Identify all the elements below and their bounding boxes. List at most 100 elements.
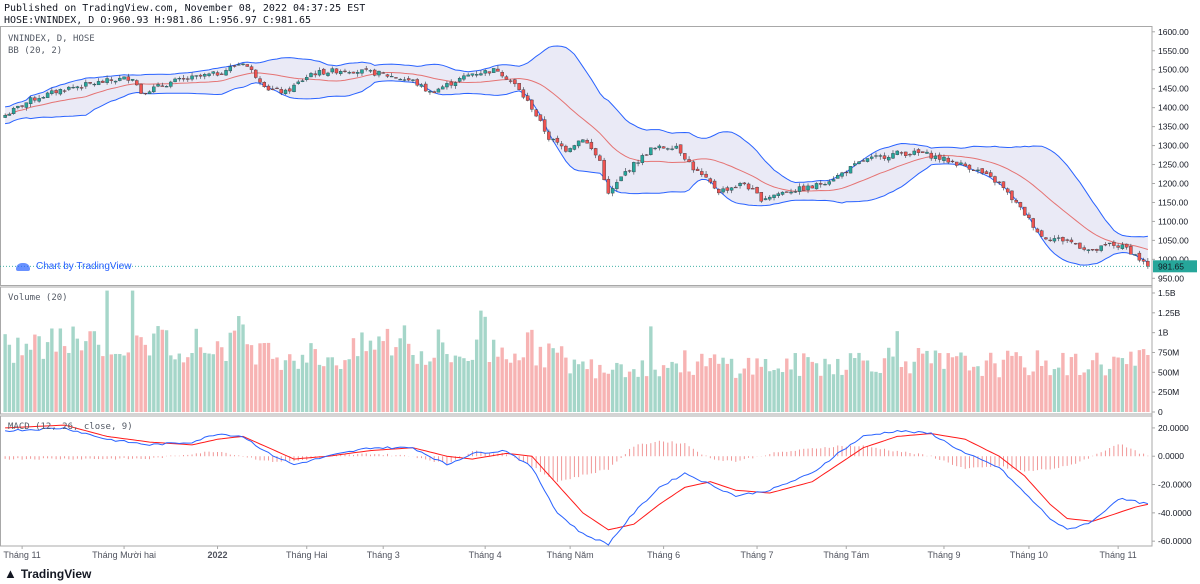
tradingview-watermark[interactable]: Chart by TradingView [16, 261, 131, 272]
candle [355, 71, 360, 74]
volume-bar [564, 357, 568, 412]
volume-bar [160, 329, 165, 412]
volume-bar [432, 357, 436, 412]
volume-bar [84, 341, 88, 412]
candle [283, 89, 288, 94]
candle [58, 89, 63, 95]
volume-bar [118, 354, 122, 412]
volume-bar [203, 352, 207, 412]
volume-bar [530, 329, 534, 412]
volume-bar [28, 349, 33, 412]
candle [929, 152, 933, 159]
volume-bar [1039, 365, 1044, 412]
candle [683, 153, 687, 160]
chart-canvas[interactable]: 1600.00 1550.00 1500.00 1450.00 1400.00 1350.… [0, 26, 1200, 564]
volume-bar [241, 324, 245, 412]
volume-bar [232, 330, 237, 412]
volume-bar [169, 355, 173, 412]
volume-bar [245, 344, 249, 412]
candle [534, 109, 538, 117]
candle [589, 141, 594, 150]
volume-bar [479, 310, 483, 412]
candle [220, 73, 224, 75]
volume-bar [390, 355, 394, 412]
volume-bar [976, 366, 980, 412]
candle [504, 76, 509, 80]
candle [542, 119, 547, 132]
candle [1018, 202, 1023, 208]
volume-bar [819, 375, 823, 412]
published-line: Published on TradingView.com, November 0… [4, 3, 366, 14]
volume-bar [462, 358, 466, 412]
volume-bar [615, 362, 619, 412]
volume-bar [309, 343, 313, 412]
watermark-text: Chart by TradingView [36, 261, 132, 272]
macd-tick-label: -40.0000 [1158, 508, 1192, 518]
candle [997, 181, 1001, 183]
volume-bar [1005, 350, 1010, 412]
volume-bar [738, 373, 742, 412]
candle [627, 170, 632, 172]
volume-bar [827, 364, 831, 412]
volume-bar [789, 369, 793, 412]
candle [585, 140, 589, 144]
volume-bar [71, 326, 75, 412]
candle [207, 73, 211, 76]
volume-bar [237, 316, 241, 412]
volume-bar [364, 351, 368, 412]
macd-pane[interactable] [0, 415, 1153, 547]
candle [840, 172, 844, 177]
candle [351, 71, 356, 74]
volume-bar [925, 350, 929, 412]
candle [211, 71, 216, 74]
time-tick-label: Tháng 3 [367, 550, 400, 560]
volume-bar [288, 354, 292, 412]
candle [988, 172, 993, 177]
volume-bar [1082, 372, 1086, 412]
volume-bar [381, 341, 385, 412]
volume-bar [1027, 375, 1031, 412]
volume-bar [279, 369, 283, 412]
candle [640, 155, 645, 163]
time-tick-label: Tháng 7 [741, 550, 774, 560]
time-tick-label: Tháng Tám [823, 550, 869, 560]
price-tick-label: 1450.00 [1158, 84, 1189, 94]
volume-bar [11, 362, 16, 412]
volume-bar [542, 367, 547, 412]
candle [661, 146, 666, 149]
candle [925, 151, 929, 154]
candle [993, 176, 997, 183]
candle [474, 74, 479, 76]
candle [1124, 243, 1129, 248]
candle [717, 189, 721, 194]
candle [228, 66, 233, 72]
volume-bar [1022, 367, 1027, 412]
volume-bar [122, 355, 126, 412]
candle [241, 63, 245, 65]
volume-tick-label: 250M [1158, 387, 1179, 397]
candle [891, 153, 895, 159]
candle [789, 191, 793, 194]
volume-bar [186, 357, 190, 412]
volume-bar [988, 352, 993, 412]
candle [1120, 244, 1125, 249]
macd-line [5, 426, 1149, 546]
candle [406, 78, 411, 81]
price-tick-label: 1550.00 [1158, 46, 1189, 56]
candle [1133, 254, 1137, 256]
volume-bar [1078, 375, 1082, 412]
volume-bar [632, 369, 636, 412]
tradingview-footer[interactable]: ▲ TradingView [4, 566, 91, 581]
candle [79, 87, 84, 89]
candle [865, 158, 870, 162]
candle [942, 156, 946, 161]
volume-bar [394, 347, 398, 412]
candle [521, 89, 526, 98]
volume-bar [810, 361, 814, 412]
candle [946, 157, 950, 163]
candle [445, 83, 449, 88]
candle [377, 70, 381, 76]
volume-bar [1095, 352, 1099, 412]
volume-bar [385, 328, 390, 412]
candle [780, 191, 785, 195]
